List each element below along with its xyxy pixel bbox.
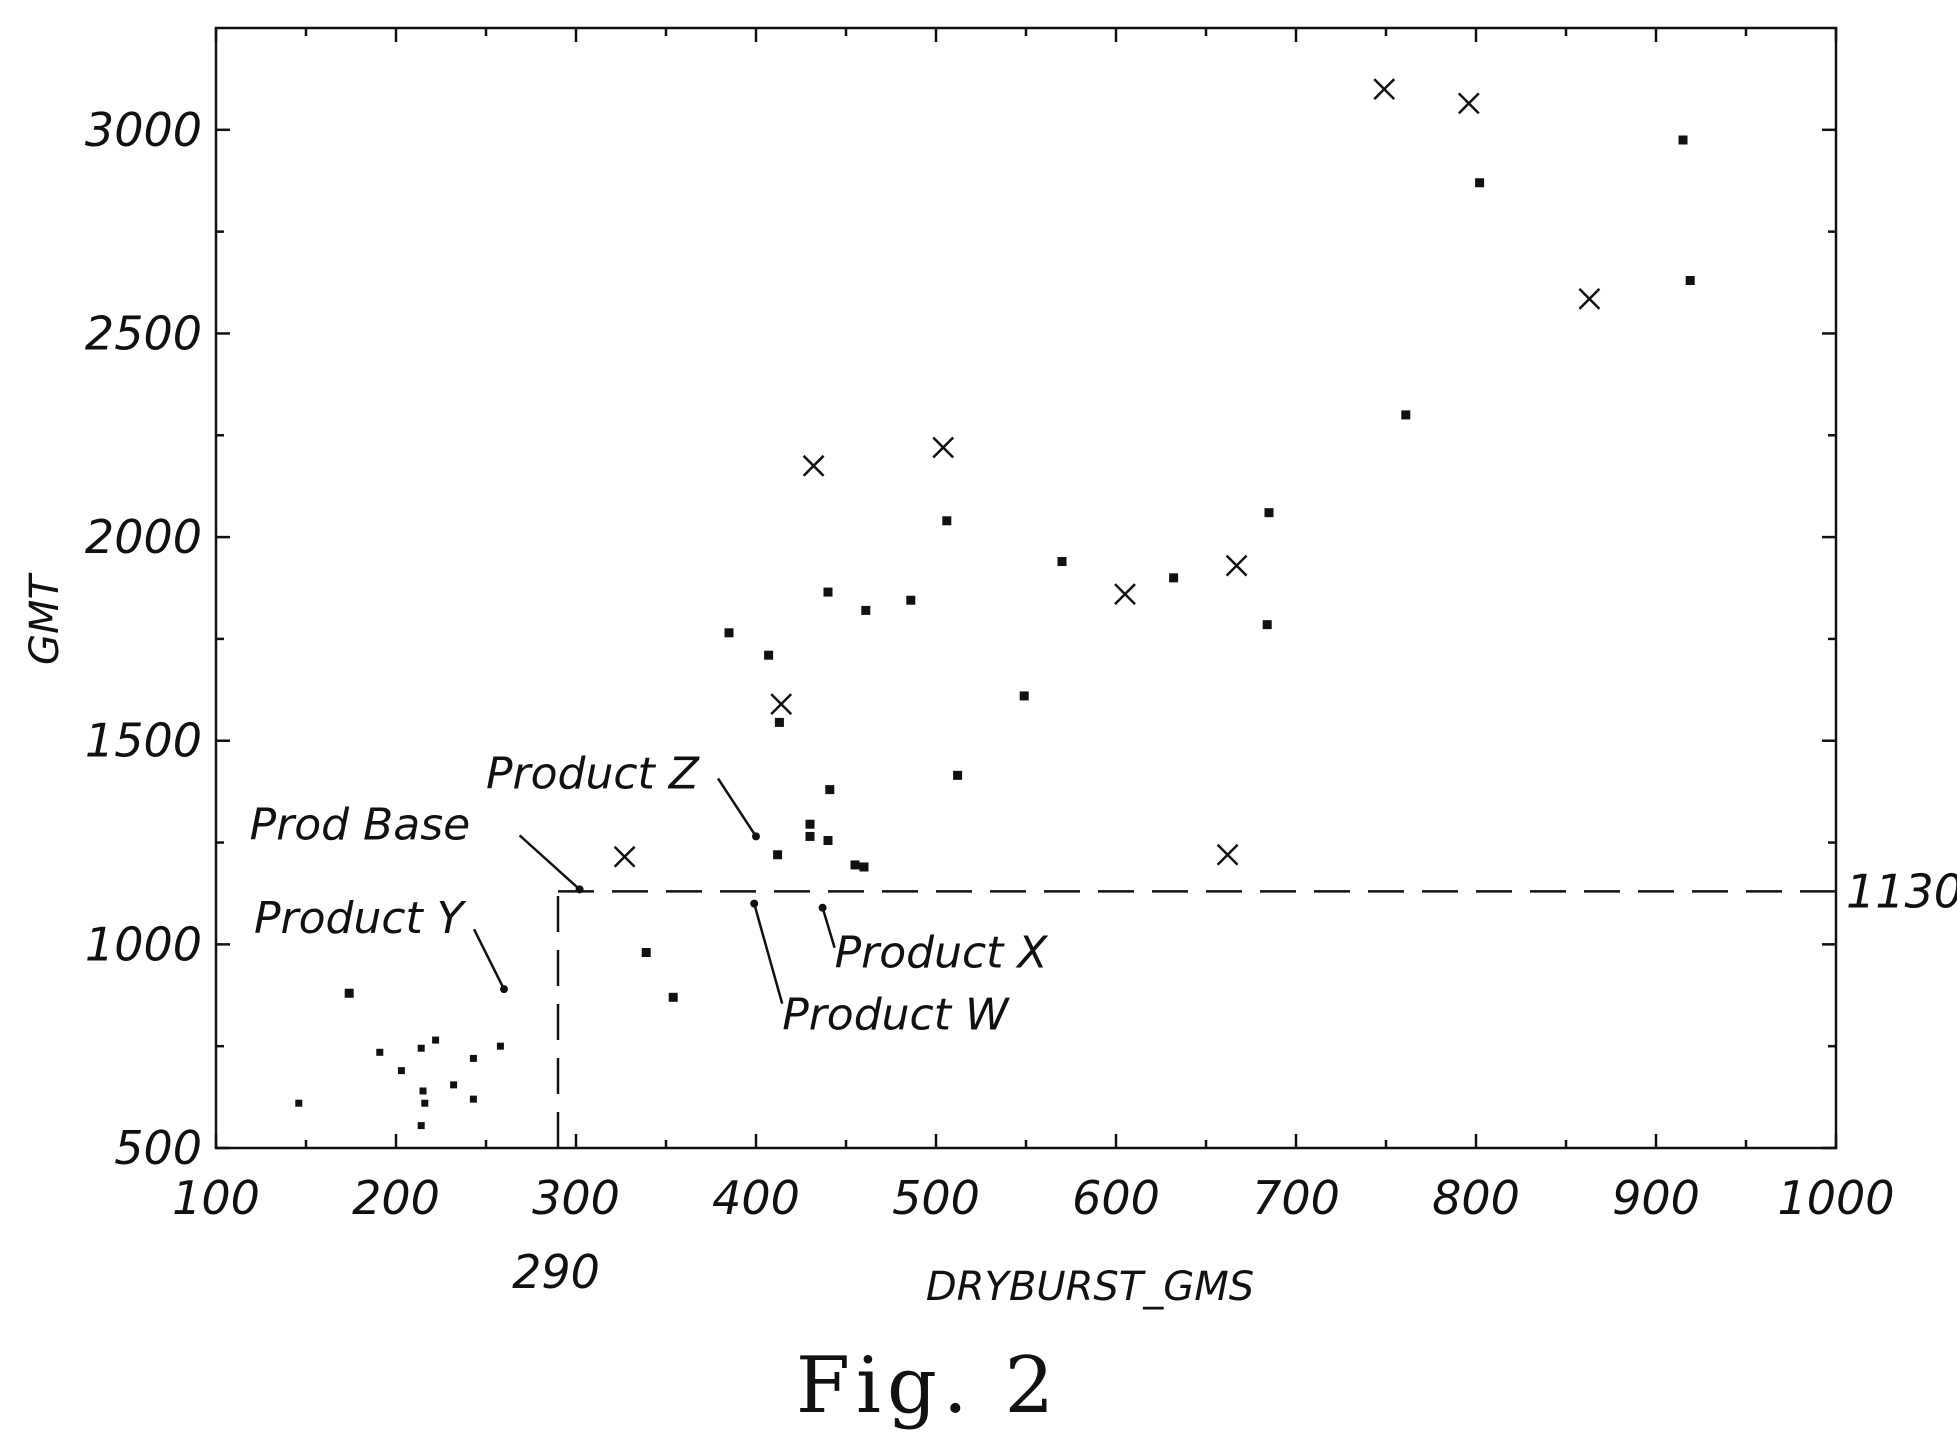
plot-frame	[214, 26, 1838, 1150]
x-tick-label: 200	[352, 1171, 440, 1225]
data-point-square	[823, 836, 833, 846]
annotation-label: Product W	[782, 990, 1010, 1041]
data-point-cross	[1457, 92, 1480, 115]
y-axis-label: GMT	[22, 571, 68, 665]
data-point-square	[1685, 276, 1695, 286]
data-point-cross	[1114, 583, 1136, 605]
data-point-small	[419, 1087, 427, 1095]
annotation: Product W	[750, 899, 1010, 1041]
axis-tick-labels: 100 200 300 400 500 600 700 800 900 1000 500 1000 15…	[85, 103, 1895, 1225]
x-tick-label: 400	[712, 1171, 800, 1225]
data-point-cross	[770, 693, 793, 715]
annotation: Product Y	[254, 893, 508, 994]
annotation: Product X	[818, 903, 1049, 979]
x-tick-label: 600	[1072, 1171, 1160, 1225]
data-point-cross	[1578, 287, 1601, 310]
reference-lines: 1130 290	[512, 864, 1957, 1299]
annotation-label: Prod Base	[250, 799, 471, 850]
axis-ticks	[214, 28, 1838, 1150]
data-point-square	[805, 831, 815, 841]
data-point-square	[906, 595, 916, 605]
y-tick-label: 2500	[85, 306, 202, 360]
data-point-square	[773, 850, 783, 860]
data-point-square	[953, 770, 963, 780]
data-point-square	[344, 988, 354, 998]
data-point-square	[850, 860, 860, 870]
data-point-square	[823, 587, 833, 597]
annotation-label: Product Y	[254, 893, 467, 944]
data-point-square	[861, 605, 871, 615]
y-tick-label: 1000	[85, 917, 202, 971]
annotation-label: Product Z	[486, 748, 700, 799]
annotation-leader	[716, 777, 758, 838]
x-axis-label: DRYBURST_GMS	[926, 1264, 1254, 1310]
data-point-square	[774, 717, 784, 727]
y-tick-label: 2000	[85, 510, 202, 564]
data-point-small	[432, 1036, 440, 1044]
data-point-square	[1169, 573, 1179, 583]
data-point-small	[417, 1122, 425, 1130]
data-point-small	[397, 1067, 405, 1075]
data-point-cross	[802, 454, 825, 477]
data-point-square	[859, 862, 869, 872]
data-point-square	[1475, 178, 1485, 188]
x-tick-label: 1000	[1777, 1171, 1894, 1225]
data-point-small	[295, 1099, 303, 1107]
data-point-small	[469, 1095, 477, 1103]
data-point-square	[1019, 691, 1029, 701]
annotation-leader	[752, 903, 784, 1004]
data-point-cross	[613, 845, 636, 868]
figure-caption: Fig. 2	[796, 1341, 1060, 1431]
data-point-square	[942, 516, 952, 526]
data-point-small	[417, 1044, 425, 1052]
data-points	[295, 78, 1695, 1130]
x-tick-label: 100	[172, 1171, 260, 1225]
data-point-square	[1262, 620, 1272, 630]
data-point-square	[641, 948, 651, 958]
data-point-small	[469, 1054, 477, 1062]
annotation-leader	[518, 834, 581, 891]
data-point-square	[764, 650, 774, 660]
data-point-cross	[1373, 78, 1396, 100]
annotation-label: Product X	[835, 928, 1049, 979]
x-tick-label: 800	[1432, 1171, 1520, 1225]
x-tick-label: 900	[1612, 1171, 1700, 1225]
data-point-square	[1678, 135, 1688, 145]
reference-label-horizontal: 1130	[1846, 864, 1957, 918]
data-point-small	[376, 1048, 384, 1056]
y-tick-label: 1500	[85, 714, 202, 768]
x-tick-label: 700	[1252, 1171, 1340, 1225]
annotations: Product Z Prod Base Product Y Product X Prod…	[250, 748, 1049, 1040]
data-point-cross	[1225, 554, 1248, 577]
x-tick-label: 300	[532, 1171, 620, 1225]
data-point-cross	[1216, 843, 1239, 866]
data-point-square	[724, 628, 734, 638]
data-point-square	[805, 819, 815, 829]
y-tick-label: 3000	[85, 103, 202, 157]
x-tick-label: 500	[892, 1171, 980, 1225]
annotation: Product Z	[486, 748, 760, 841]
annotation-leader	[821, 907, 836, 949]
data-point-square	[1264, 508, 1274, 518]
data-point-small	[421, 1099, 429, 1107]
annotation-leader	[472, 928, 506, 990]
data-point-small	[450, 1081, 458, 1089]
data-point-square	[825, 785, 835, 795]
data-point-small	[496, 1042, 504, 1050]
annotation: Prod Base	[250, 799, 584, 894]
reference-label-vertical: 290	[512, 1245, 600, 1299]
data-point-cross	[932, 436, 955, 459]
data-point-square	[1401, 410, 1411, 420]
y-tick-label: 500	[114, 1121, 202, 1175]
data-point-square	[1057, 557, 1067, 567]
data-point-square	[668, 992, 678, 1002]
